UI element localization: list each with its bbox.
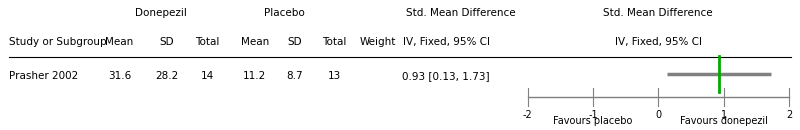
Text: IV, Fixed, 95% CI: IV, Fixed, 95% CI <box>402 37 490 47</box>
Text: 1: 1 <box>721 110 726 119</box>
Text: 14: 14 <box>201 72 214 82</box>
Text: 31.6: 31.6 <box>108 72 131 82</box>
Text: Mean: Mean <box>106 37 134 47</box>
Text: Donepezil: Donepezil <box>135 8 186 18</box>
Text: Std. Mean Difference: Std. Mean Difference <box>603 8 713 18</box>
Text: Total: Total <box>195 37 219 47</box>
Text: 11.2: 11.2 <box>243 72 266 82</box>
Text: Mean: Mean <box>241 37 269 47</box>
Text: 2: 2 <box>786 110 792 119</box>
Text: Favours donepezil: Favours donepezil <box>680 116 768 126</box>
Text: SD: SD <box>287 37 302 47</box>
Text: -1: -1 <box>588 110 598 119</box>
Text: 0.93 [0.13, 1.73]: 0.93 [0.13, 1.73] <box>402 72 490 82</box>
Text: Weight: Weight <box>359 37 396 47</box>
Text: Std. Mean Difference: Std. Mean Difference <box>406 8 515 18</box>
Text: 28.2: 28.2 <box>154 72 178 82</box>
Text: Total: Total <box>322 37 347 47</box>
Text: SD: SD <box>159 37 174 47</box>
Text: 0: 0 <box>655 110 662 119</box>
Text: Prasher 2002: Prasher 2002 <box>10 72 78 82</box>
Text: 13: 13 <box>328 72 342 82</box>
Text: 8.7: 8.7 <box>286 72 303 82</box>
Text: IV, Fixed, 95% CI: IV, Fixed, 95% CI <box>614 37 702 47</box>
Text: Favours placebo: Favours placebo <box>554 116 633 126</box>
Text: -2: -2 <box>522 110 533 119</box>
Text: Study or Subgroup: Study or Subgroup <box>10 37 107 47</box>
Text: Placebo: Placebo <box>264 8 305 18</box>
